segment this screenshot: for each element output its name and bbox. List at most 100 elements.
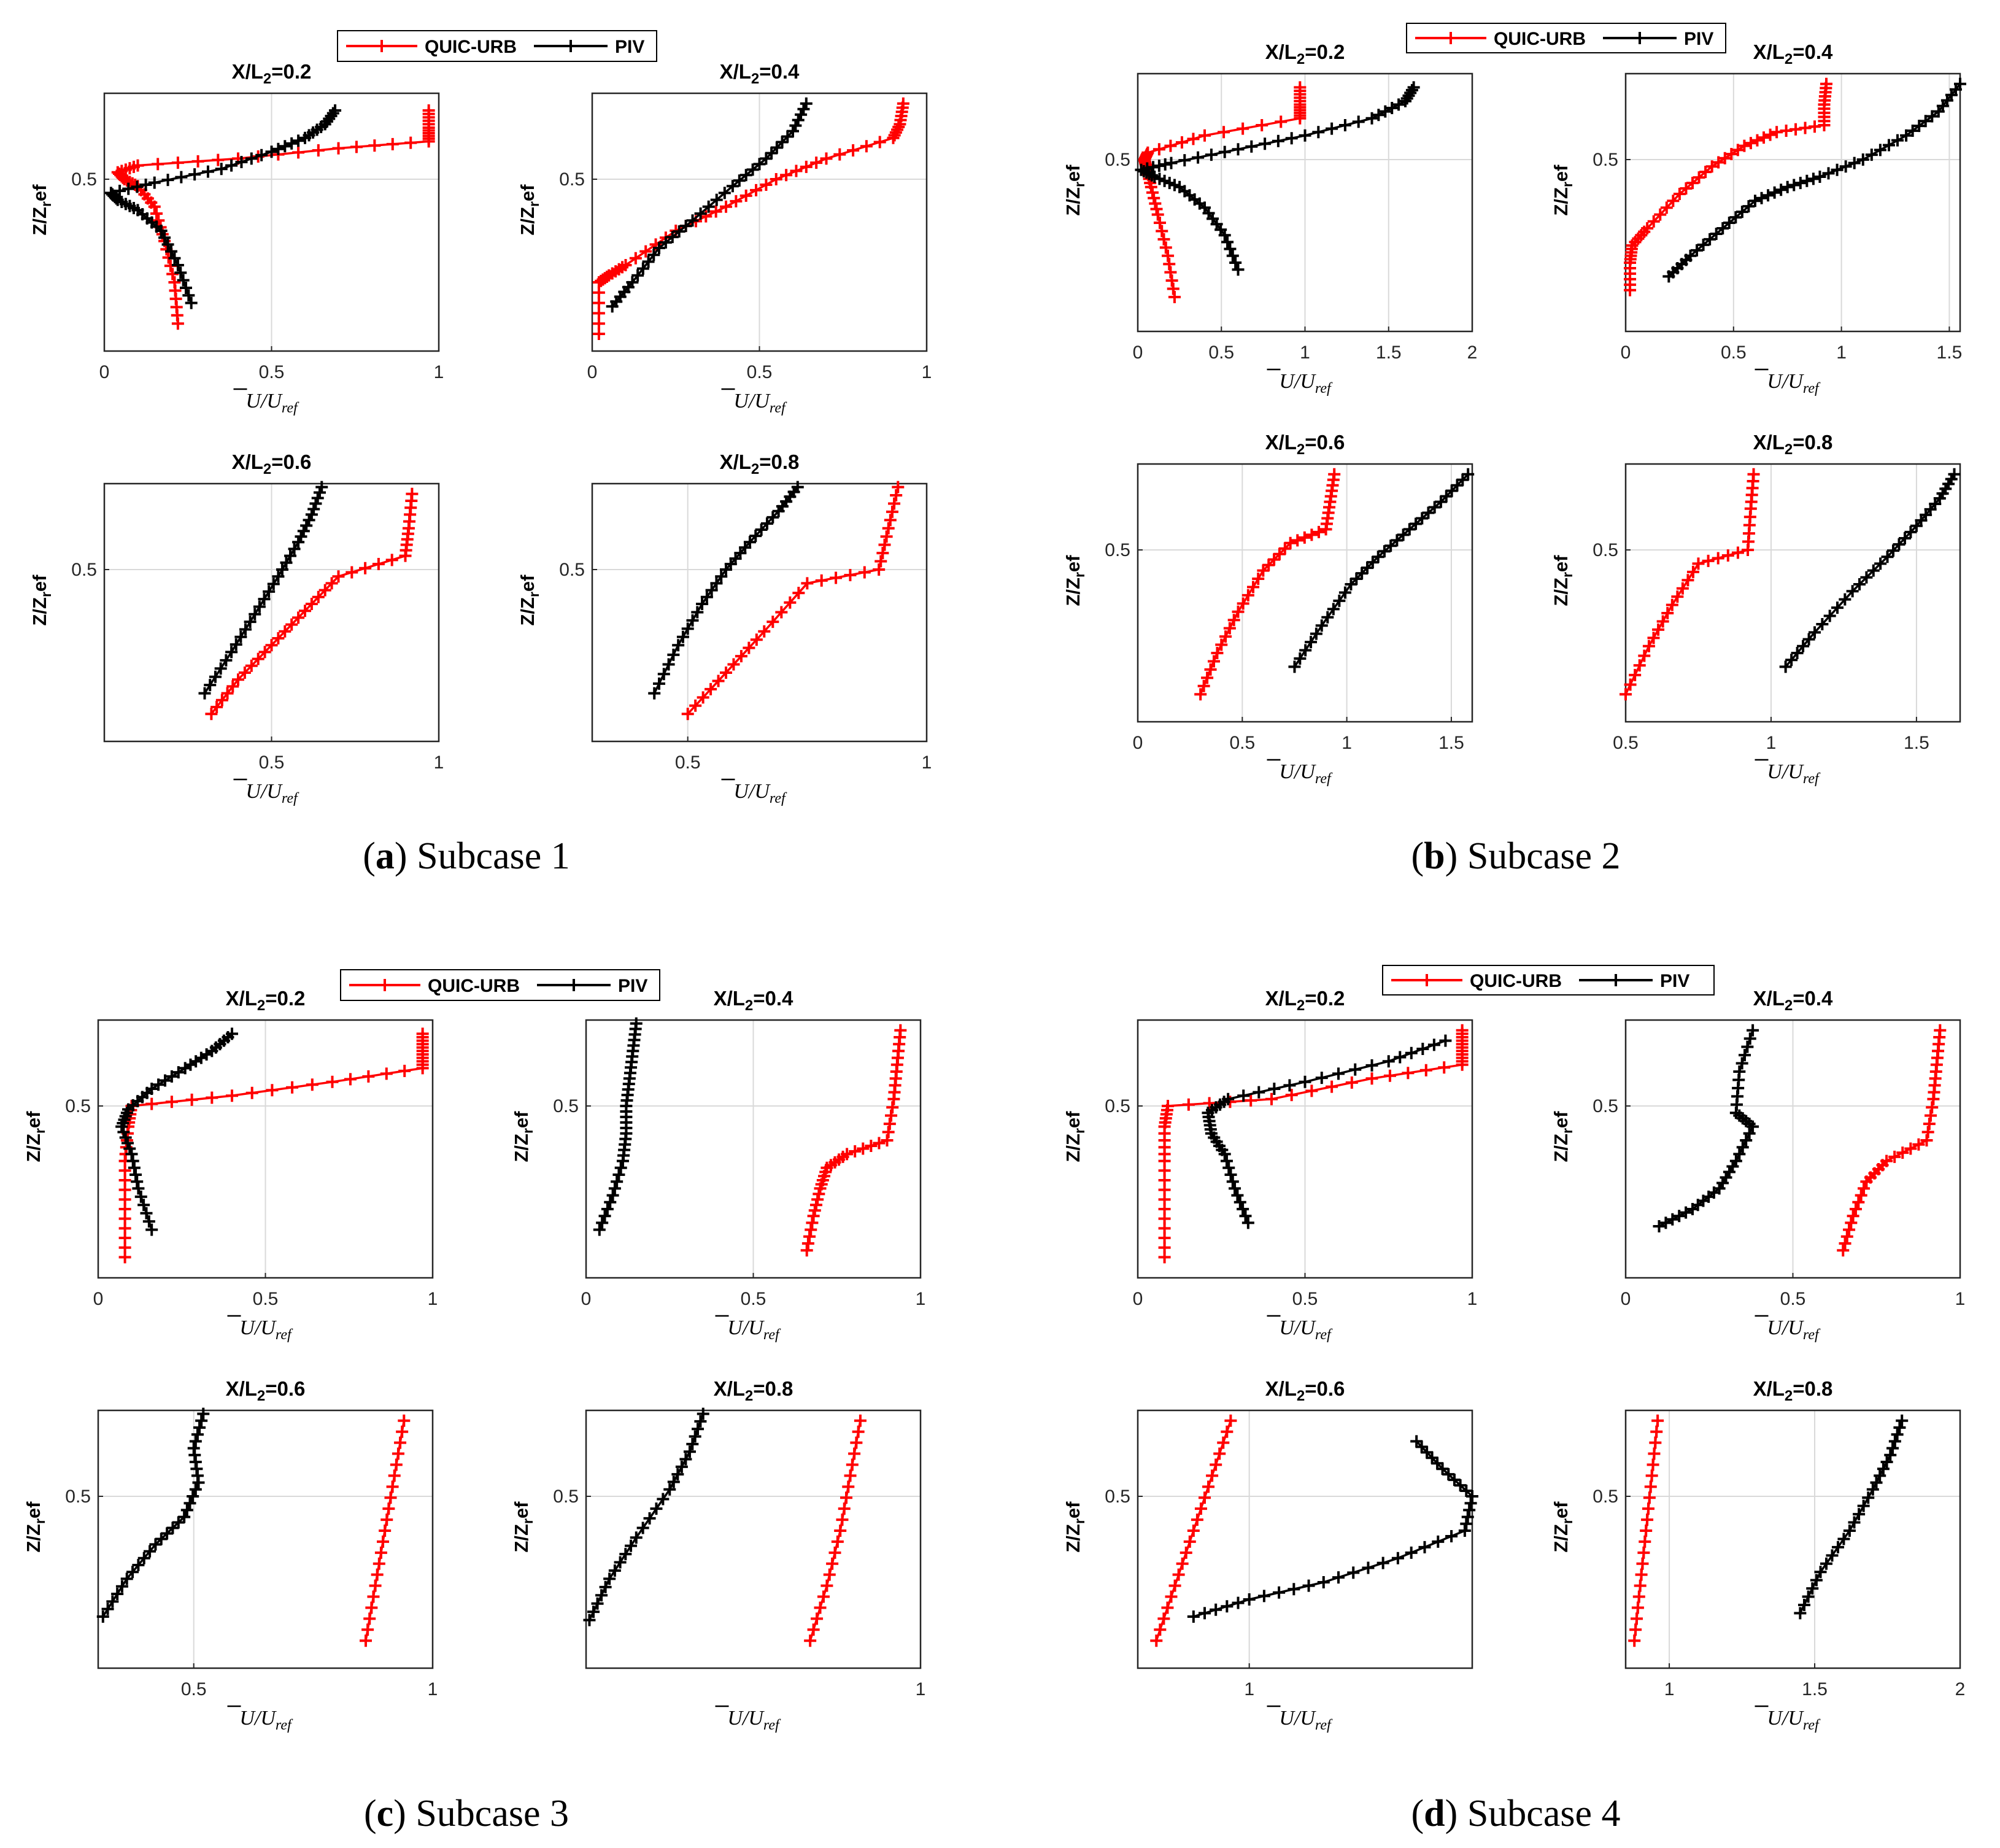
data-point	[1167, 282, 1180, 295]
data-point	[1405, 83, 1418, 96]
data-point	[604, 1196, 617, 1208]
data-point	[1365, 112, 1378, 125]
data-point	[811, 1193, 824, 1206]
data-point	[720, 667, 732, 679]
data-point	[801, 577, 814, 590]
data-point	[1332, 1067, 1345, 1080]
y-tick-label: 0.5	[1593, 150, 1618, 170]
data-point	[129, 1169, 142, 1181]
x-tick-label: 1	[1766, 733, 1777, 753]
series-line	[109, 109, 336, 304]
data-point	[1163, 258, 1176, 271]
data-point	[175, 171, 188, 184]
x-axis-label: U/Uref	[245, 390, 299, 416]
y-tick-label: 0.5	[71, 169, 97, 190]
data-point	[781, 130, 794, 143]
data-point	[1647, 1458, 1659, 1471]
data-point	[619, 1548, 632, 1561]
x-tick-label: 1	[1467, 1289, 1478, 1309]
legend-piv-label: PIV	[1684, 29, 1713, 49]
panel-b-4: 0.5 1 1.5 0.5 X/L2=0.8 Z/Zref U/Uref	[1550, 431, 1961, 787]
data-point	[1391, 1552, 1404, 1564]
data-point	[675, 1460, 688, 1473]
data-point	[592, 307, 605, 320]
data-point	[1283, 1079, 1296, 1092]
data-point	[886, 1101, 899, 1114]
data-point	[857, 1142, 870, 1155]
data-point	[161, 174, 174, 187]
data-point	[1397, 528, 1410, 541]
data-point	[1624, 678, 1637, 691]
data-point	[1168, 1579, 1181, 1592]
y-axis-label: Z/Zref	[1062, 164, 1087, 216]
data-point	[598, 1210, 611, 1223]
data-point	[1862, 1491, 1875, 1504]
data-point	[392, 1447, 404, 1460]
data-point	[372, 558, 385, 571]
data-point	[1394, 1051, 1407, 1064]
data-point	[611, 1175, 624, 1188]
data-point	[811, 1612, 824, 1625]
data-point	[892, 481, 905, 493]
data-point	[1839, 160, 1852, 173]
data-point	[592, 328, 605, 340]
series-piv	[1794, 1414, 1909, 1620]
data-point	[1273, 547, 1286, 560]
data-point	[303, 514, 315, 527]
data-point	[1245, 140, 1258, 153]
panel-title: X/L2=0.4	[720, 60, 800, 87]
data-point	[1731, 546, 1744, 559]
subfigure-caption: (d) Subcase 4	[1411, 1793, 1621, 1834]
panel-title: X/L2=0.8	[1753, 1377, 1833, 1404]
series-piv	[583, 1407, 709, 1626]
data-point	[888, 129, 901, 142]
data-point	[753, 158, 766, 171]
data-point	[760, 178, 773, 191]
series-piv	[606, 97, 813, 313]
data-point	[854, 1414, 867, 1427]
data-point	[1742, 200, 1755, 213]
x-tick-label: 1	[1342, 733, 1352, 753]
data-point	[332, 142, 345, 155]
data-point	[161, 238, 174, 251]
series-quic-urb	[360, 1414, 411, 1647]
data-point	[1227, 614, 1240, 627]
data-point	[672, 639, 685, 652]
panel-b-1: 0 0.5 1 1.5 2 0.5 X/L2=0.2 Z/Zref U/Uref	[1062, 41, 1477, 396]
data-point	[705, 682, 717, 695]
data-point	[750, 184, 763, 196]
data-point	[865, 1139, 878, 1152]
data-point	[362, 1070, 375, 1083]
data-point	[152, 214, 165, 227]
data-point	[1733, 1065, 1746, 1078]
data-point	[596, 1216, 609, 1229]
data-point	[1926, 110, 1939, 123]
data-point	[1460, 1485, 1473, 1498]
data-point	[702, 200, 715, 213]
series-piv	[1202, 1034, 1452, 1229]
data-point	[1877, 1463, 1890, 1475]
panel-c-4: 1 0.5 X/L2=0.8 Z/Zref U/Uref	[511, 1377, 925, 1733]
data-point	[897, 97, 909, 110]
x-axis-label: U/Uref	[239, 1707, 293, 1733]
x-axis-label: U/Uref	[727, 1316, 781, 1343]
data-point	[159, 1074, 171, 1087]
x-tick-label: 1	[434, 752, 444, 773]
data-point	[1454, 1479, 1467, 1492]
data-point	[612, 1169, 625, 1181]
data-point	[1866, 1483, 1879, 1496]
data-point	[766, 616, 779, 628]
data-point	[860, 140, 873, 153]
data-point	[1867, 564, 1880, 577]
x-axis-label: U/Uref	[245, 780, 299, 806]
data-point	[892, 120, 905, 133]
data-point	[1224, 1414, 1237, 1427]
data-point	[1135, 163, 1148, 176]
data-point	[1416, 1043, 1429, 1056]
x-tick-label: 1	[428, 1289, 438, 1309]
data-point	[212, 153, 225, 166]
data-point	[1241, 589, 1254, 601]
data-point	[325, 577, 338, 590]
data-point	[1780, 124, 1793, 137]
data-point	[1659, 1216, 1672, 1229]
